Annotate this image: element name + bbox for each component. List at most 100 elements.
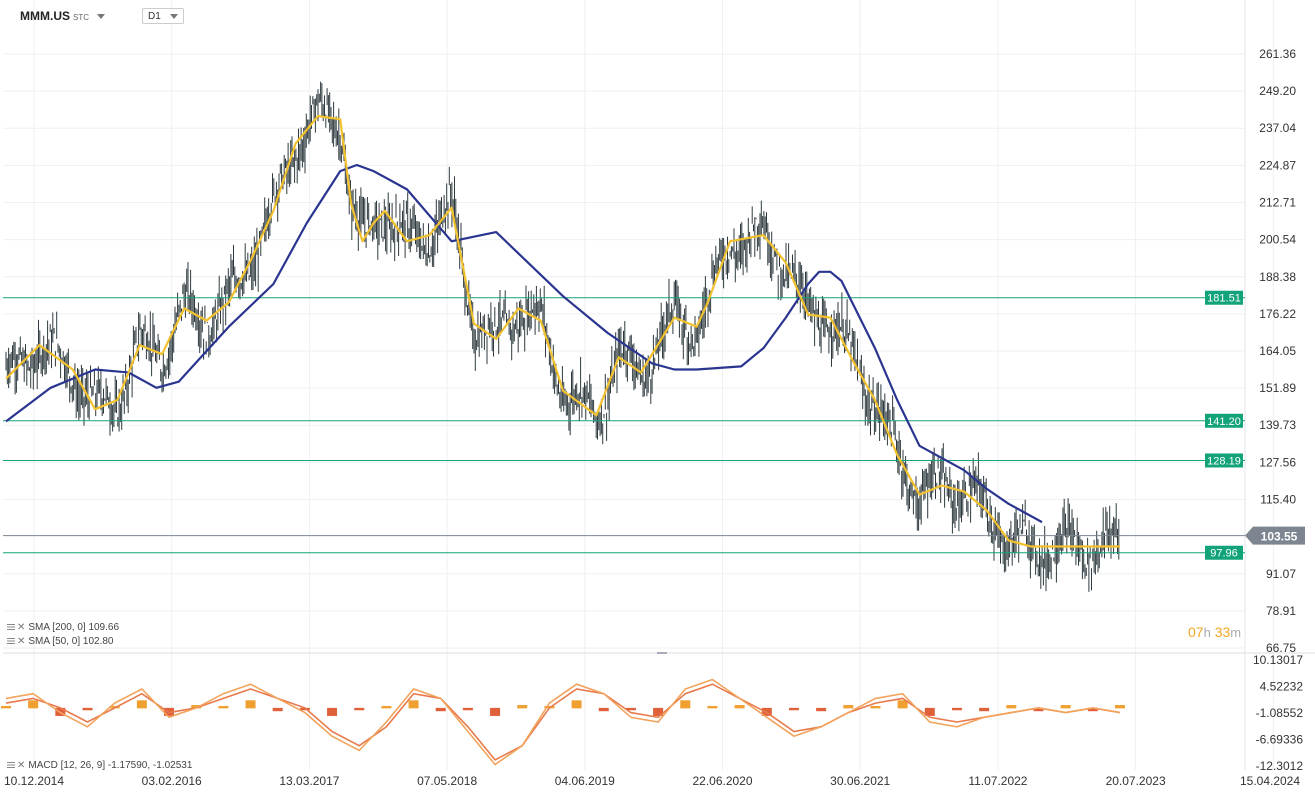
macd-histogram-bar [28, 700, 39, 709]
macd-histogram-bar [136, 700, 147, 709]
y-tick-label: 224.87 [1259, 158, 1296, 172]
settings-icon[interactable] [7, 623, 15, 631]
settings-icon[interactable] [7, 761, 15, 769]
macd-histogram-bar [870, 705, 881, 709]
timeframe-selector[interactable]: D1 [142, 8, 184, 24]
y-tick-label: 176.22 [1259, 307, 1296, 321]
y-tick-label: 261.36 [1259, 47, 1296, 61]
horizontal-levels: 181.51 141.20 128.19 97.96 103.55 [3, 290, 1305, 560]
level-tag [1205, 545, 1243, 560]
x-tick-label: 15.04.2024 [1240, 774, 1300, 788]
symbol-suffix: STC [73, 13, 89, 22]
y-tick-label: 151.89 [1259, 381, 1296, 395]
y-tick-label: 127.56 [1259, 455, 1296, 469]
macd-histogram-bar [653, 707, 664, 716]
legend-sma200: ✕ SMA [200, 0] 109.66 [7, 622, 119, 633]
macd-histogram-bar [734, 705, 745, 709]
macd-histogram-bar [979, 707, 990, 712]
sma200-line [5, 163, 1043, 524]
macd-histogram-bar [218, 705, 229, 709]
chevron-down-icon [97, 14, 105, 20]
level-tag-label: 128.19 [1207, 455, 1241, 467]
macd-histogram-bar [1115, 705, 1125, 709]
level-tag [1205, 290, 1243, 305]
macd-histogram-bar [571, 700, 582, 709]
macd-panel [1, 678, 1125, 766]
y-tick-label: 139.73 [1259, 418, 1296, 432]
level-tag [1205, 453, 1243, 468]
x-tick-label: 11.07.2022 [968, 774, 1027, 788]
x-tick-label: 04.06.2019 [555, 774, 615, 788]
macd-histogram-bar [816, 707, 827, 712]
macd-y-tick-label: -12.3012 [1256, 759, 1304, 773]
macd-histogram-bar [788, 707, 799, 711]
macd-histogram-bar [245, 700, 256, 709]
macd-histogram-bar [843, 705, 854, 709]
y-tick-label: 66.75 [1266, 641, 1296, 655]
sma-lines [5, 115, 1120, 548]
level-tag-label: 97.96 [1210, 548, 1238, 560]
current-price-label: 103.55 [1261, 530, 1298, 544]
x-tick-label: 22.06.2020 [692, 774, 752, 788]
symbol-selector[interactable]: MMM.US STC [20, 9, 105, 23]
level-tag [1205, 413, 1243, 428]
axis-labels: 10.12.2014 03.02.2016 13.03.2017 07.05.2018… [4, 47, 1303, 788]
macd-signal-line [5, 683, 1121, 761]
macd-histogram-bar [82, 707, 93, 711]
macd-histogram-bar [408, 700, 419, 709]
macd-histogram-bar [272, 707, 283, 712]
macd-histogram-bar [435, 707, 446, 712]
macd-histogram-bar [299, 707, 310, 711]
macd-histogram-bar [517, 705, 528, 709]
x-tick-label: 03.02.2016 [142, 774, 202, 788]
macd-y-tick-label: 10.13017 [1253, 653, 1303, 667]
symbol-name: MMM.US [20, 9, 70, 23]
settings-icon[interactable] [7, 637, 15, 645]
current-price-tag [1245, 526, 1305, 545]
x-tick-label: 13.03.2017 [279, 774, 339, 788]
y-tick-label: 91.07 [1266, 567, 1296, 581]
macd-histogram-bar [1, 705, 11, 709]
macd-histogram-bar [625, 707, 636, 711]
macd-histogram-bar [1006, 705, 1017, 709]
x-tick-label: 30.06.2021 [830, 774, 890, 788]
y-tick-label: 78.91 [1266, 604, 1296, 618]
grid-lines [3, 0, 1315, 770]
macd-histogram-bar [1087, 707, 1098, 712]
macd-histogram-bar [490, 707, 501, 716]
macd-histogram-bar [381, 705, 392, 709]
macd-histogram-bar [680, 700, 691, 709]
macd-y-tick-label: -6.69336 [1256, 733, 1304, 747]
y-tick-label: 188.38 [1259, 270, 1296, 284]
x-tick-label: 20.07.2023 [1106, 774, 1166, 788]
x-tick-label: 10.12.2014 [4, 774, 64, 788]
y-tick-label: 212.71 [1259, 195, 1296, 209]
level-tag-label: 141.20 [1207, 416, 1241, 428]
macd-y-tick-label: -1.08552 [1256, 706, 1304, 720]
y-tick-label: 249.20 [1259, 84, 1296, 98]
y-tick-label: 237.04 [1259, 121, 1296, 135]
close-icon[interactable]: ✕ [17, 760, 26, 771]
macd-histogram-bar [354, 707, 365, 711]
sma50-line [5, 115, 1120, 548]
macd-histogram-bar [191, 705, 202, 709]
macd-y-tick-label: 4.52232 [1260, 680, 1304, 694]
macd-histogram-bar [951, 707, 962, 711]
macd-histogram-bar [598, 707, 609, 712]
legend-macd: ✕ MACD [12, 26, 9] -1.17590, -1.02531 [7, 760, 192, 771]
y-tick-label: 115.40 [1260, 493, 1296, 507]
candle-timer: 07h 33m [1188, 624, 1242, 640]
macd-histogram-bar [462, 707, 473, 711]
macd-histogram-bar [1033, 707, 1044, 712]
macd-line [5, 678, 1121, 766]
close-icon[interactable]: ✕ [17, 622, 26, 633]
macd-histogram-bar [897, 700, 908, 709]
level-tag-label: 181.51 [1207, 293, 1241, 305]
y-tick-label: 164.05 [1259, 344, 1296, 358]
x-tick-label: 07.05.2018 [417, 774, 477, 788]
close-icon[interactable]: ✕ [17, 636, 26, 647]
chevron-down-icon [170, 14, 178, 19]
macd-histogram-bar [707, 705, 718, 709]
legend-sma50: ✕ SMA [50, 0] 102.80 [7, 636, 113, 647]
